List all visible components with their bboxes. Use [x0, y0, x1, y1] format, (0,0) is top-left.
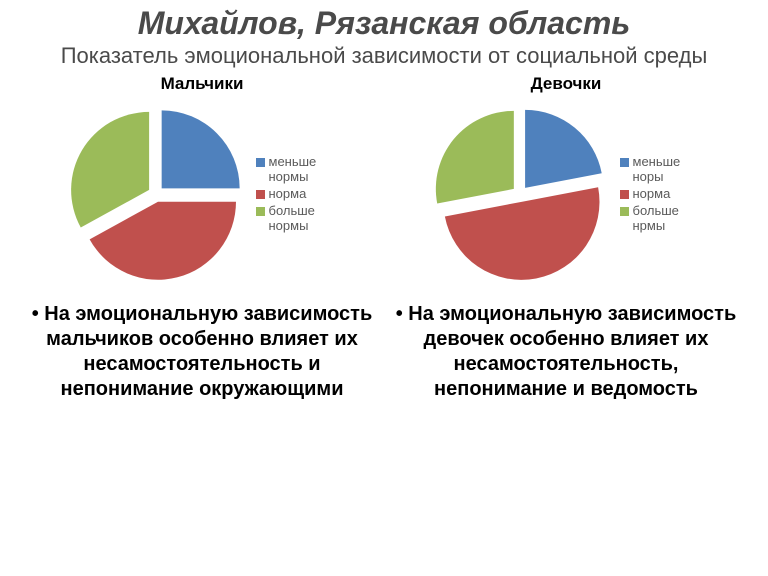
- legend-boys: меньше нормы норма больше нормы: [256, 155, 339, 234]
- chart-wrap-girls: меньше норы норма больше нрмы: [430, 104, 703, 284]
- bullet-column-girls: • На эмоциональную зависимость девочек о…: [391, 302, 740, 402]
- legend-item: норма: [620, 187, 703, 202]
- slide-title: Михайлов, Рязанская область: [20, 6, 748, 41]
- bullet-text-girls: • На эмоциональную зависимость девочек о…: [391, 302, 740, 402]
- legend-label: меньше нормы: [269, 155, 339, 185]
- legend-label: норма: [269, 187, 307, 202]
- pie-chart-boys: [66, 104, 246, 284]
- pie-slice: [89, 202, 235, 280]
- chart-column-girls: Девочки меньше норы норма больше нрмы: [384, 74, 748, 284]
- chart-title-boys: Мальчики: [161, 74, 244, 94]
- legend-item: меньше нормы: [256, 155, 339, 185]
- legend-swatch: [620, 158, 629, 167]
- legend-swatch: [256, 190, 265, 199]
- legend-item: больше нормы: [256, 204, 339, 234]
- slide-subtitle: Показатель эмоциональной зависимости от …: [20, 43, 748, 68]
- legend-swatch: [256, 158, 265, 167]
- pie-slice: [444, 188, 599, 281]
- legend-label: норма: [633, 187, 671, 202]
- legend-swatch: [620, 190, 629, 199]
- pie-slice: [435, 111, 513, 204]
- bullet-column-boys: • На эмоциональную зависимость мальчиков…: [27, 302, 376, 402]
- legend-label: больше нрмы: [633, 204, 703, 234]
- pie-slice: [525, 110, 602, 188]
- legend-item: норма: [256, 187, 339, 202]
- pie-slice: [161, 111, 239, 189]
- legend-item: больше нрмы: [620, 204, 703, 234]
- slide: Михайлов, Рязанская область Показатель э…: [0, 0, 768, 576]
- legend-swatch: [256, 207, 265, 216]
- legend-label: меньше норы: [633, 155, 703, 185]
- chart-column-boys: Мальчики меньше нормы норма больше нормы: [20, 74, 384, 284]
- pie-slice: [71, 112, 149, 228]
- legend-item: меньше норы: [620, 155, 703, 185]
- legend-swatch: [620, 207, 629, 216]
- charts-row: Мальчики меньше нормы норма больше нормы Д…: [20, 74, 748, 284]
- chart-title-girls: Девочки: [531, 74, 602, 94]
- legend-girls: меньше норы норма больше нрмы: [620, 155, 703, 234]
- bullet-text-boys: • На эмоциональную зависимость мальчиков…: [27, 302, 376, 402]
- legend-label: больше нормы: [269, 204, 339, 234]
- chart-wrap-boys: меньше нормы норма больше нормы: [66, 104, 339, 284]
- bullets-row: • На эмоциональную зависимость мальчиков…: [20, 302, 748, 402]
- pie-chart-girls: [430, 104, 610, 284]
